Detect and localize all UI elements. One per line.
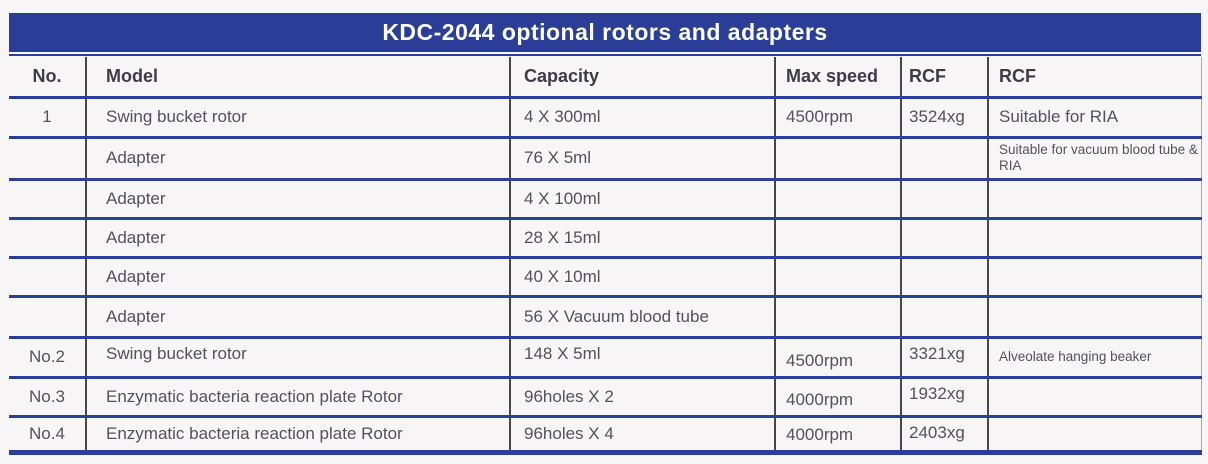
cell-speed: 4000rpm xyxy=(775,416,902,455)
cell-rcf: 1932xg xyxy=(901,377,989,418)
table-row: No.2 Swing bucket rotor 148 X 5ml 4500rp… xyxy=(9,337,1202,379)
table-row: Adapter 28 X 15ml xyxy=(9,218,1202,259)
cell-capacity: 4 X 100ml xyxy=(510,179,776,220)
title-underline xyxy=(9,54,1201,56)
cell-model: Enzymatic bacteria reaction plate Rotor xyxy=(86,377,511,418)
cell-rcf xyxy=(901,257,989,298)
cell-no xyxy=(9,179,87,220)
cell-speed xyxy=(775,218,902,259)
cell-no xyxy=(9,218,87,259)
cell-no xyxy=(9,257,87,298)
cell-speed: 4500rpm xyxy=(775,337,902,379)
cell-model: Enzymatic bacteria reaction plate Rotor xyxy=(86,416,511,455)
cell-rcf: 3524xg xyxy=(901,97,989,139)
table-row: No.4 Enzymatic bacteria reaction plate R… xyxy=(9,416,1202,455)
cell-rcf xyxy=(901,296,989,339)
cell-speed: 4500rpm xyxy=(775,97,902,139)
table-title-bar: KDC-2044 optional rotors and adapters xyxy=(9,13,1201,52)
cell-no: No.3 xyxy=(9,377,87,418)
cell-capacity: 40 X 10ml xyxy=(510,257,776,298)
header-max-speed: Max speed xyxy=(775,57,902,99)
cell-model: Adapter xyxy=(86,218,511,259)
cell-speed xyxy=(775,296,902,339)
header-no: No. xyxy=(9,57,87,99)
cell-no xyxy=(9,296,87,339)
table-row: No.3 Enzymatic bacteria reaction plate R… xyxy=(9,377,1202,418)
cell-capacity: 56 X Vacuum blood tube xyxy=(510,296,776,339)
table-header-row: No. Model Capacity Max speed RCF RCF xyxy=(9,57,1202,99)
cell-speed xyxy=(775,137,902,181)
cell-note xyxy=(988,416,1202,455)
cell-capacity: 96holes X 2 xyxy=(510,377,776,418)
cell-rcf: 3321xg xyxy=(901,337,989,379)
spec-sheet: KDC-2044 optional rotors and adapters No… xyxy=(9,13,1202,455)
cell-capacity: 28 X 15ml xyxy=(510,218,776,259)
cell-note xyxy=(988,296,1202,339)
cell-note: Suitable for RIA xyxy=(988,97,1202,139)
cell-model: Swing bucket rotor xyxy=(86,337,511,379)
cell-model: Adapter xyxy=(86,296,511,339)
table-row: Adapter 56 X Vacuum blood tube xyxy=(9,296,1202,339)
cell-model: Adapter xyxy=(86,137,511,181)
cell-capacity: 76 X 5ml xyxy=(510,137,776,181)
cell-no: No.2 xyxy=(9,337,87,379)
cell-model: Adapter xyxy=(86,257,511,298)
cell-speed: 4000rpm xyxy=(775,377,902,418)
cell-note: Alveolate hanging beaker xyxy=(988,337,1202,379)
table-title: KDC-2044 optional rotors and adapters xyxy=(382,19,828,45)
cell-note xyxy=(988,179,1202,220)
cell-no: No.4 xyxy=(9,416,87,455)
cell-speed xyxy=(775,179,902,220)
cell-model: Swing bucket rotor xyxy=(86,97,511,139)
table-row: Adapter 76 X 5ml Suitable for vacuum blo… xyxy=(9,137,1202,181)
cell-capacity: 4 X 300ml xyxy=(510,97,776,139)
cell-no xyxy=(9,137,87,181)
header-rcf: RCF xyxy=(901,57,989,99)
cell-rcf xyxy=(901,137,989,181)
cell-model: Adapter xyxy=(86,179,511,220)
cell-note xyxy=(988,218,1202,259)
header-model: Model xyxy=(86,57,511,99)
cell-note xyxy=(988,377,1202,418)
cell-rcf xyxy=(901,179,989,220)
cell-capacity: 148 X 5ml xyxy=(510,337,776,379)
rotors-adapters-table: No. Model Capacity Max speed RCF RCF 1 S… xyxy=(9,57,1202,455)
header-rcf-note: RCF xyxy=(988,57,1202,99)
table-row: Adapter 40 X 10ml xyxy=(9,257,1202,298)
cell-speed xyxy=(775,257,902,298)
title-underline-gap xyxy=(9,52,1201,54)
header-capacity: Capacity xyxy=(510,57,776,99)
cell-note: Suitable for vacuum blood tube & RIA xyxy=(988,137,1202,181)
cell-note xyxy=(988,257,1202,298)
table-row: 1 Swing bucket rotor 4 X 300ml 4500rpm 3… xyxy=(9,97,1202,139)
cell-rcf: 2403xg xyxy=(901,416,989,455)
cell-no: 1 xyxy=(9,97,87,139)
cell-rcf xyxy=(901,218,989,259)
cell-capacity: 96holes X 4 xyxy=(510,416,776,455)
table-row: Adapter 4 X 100ml xyxy=(9,179,1202,220)
